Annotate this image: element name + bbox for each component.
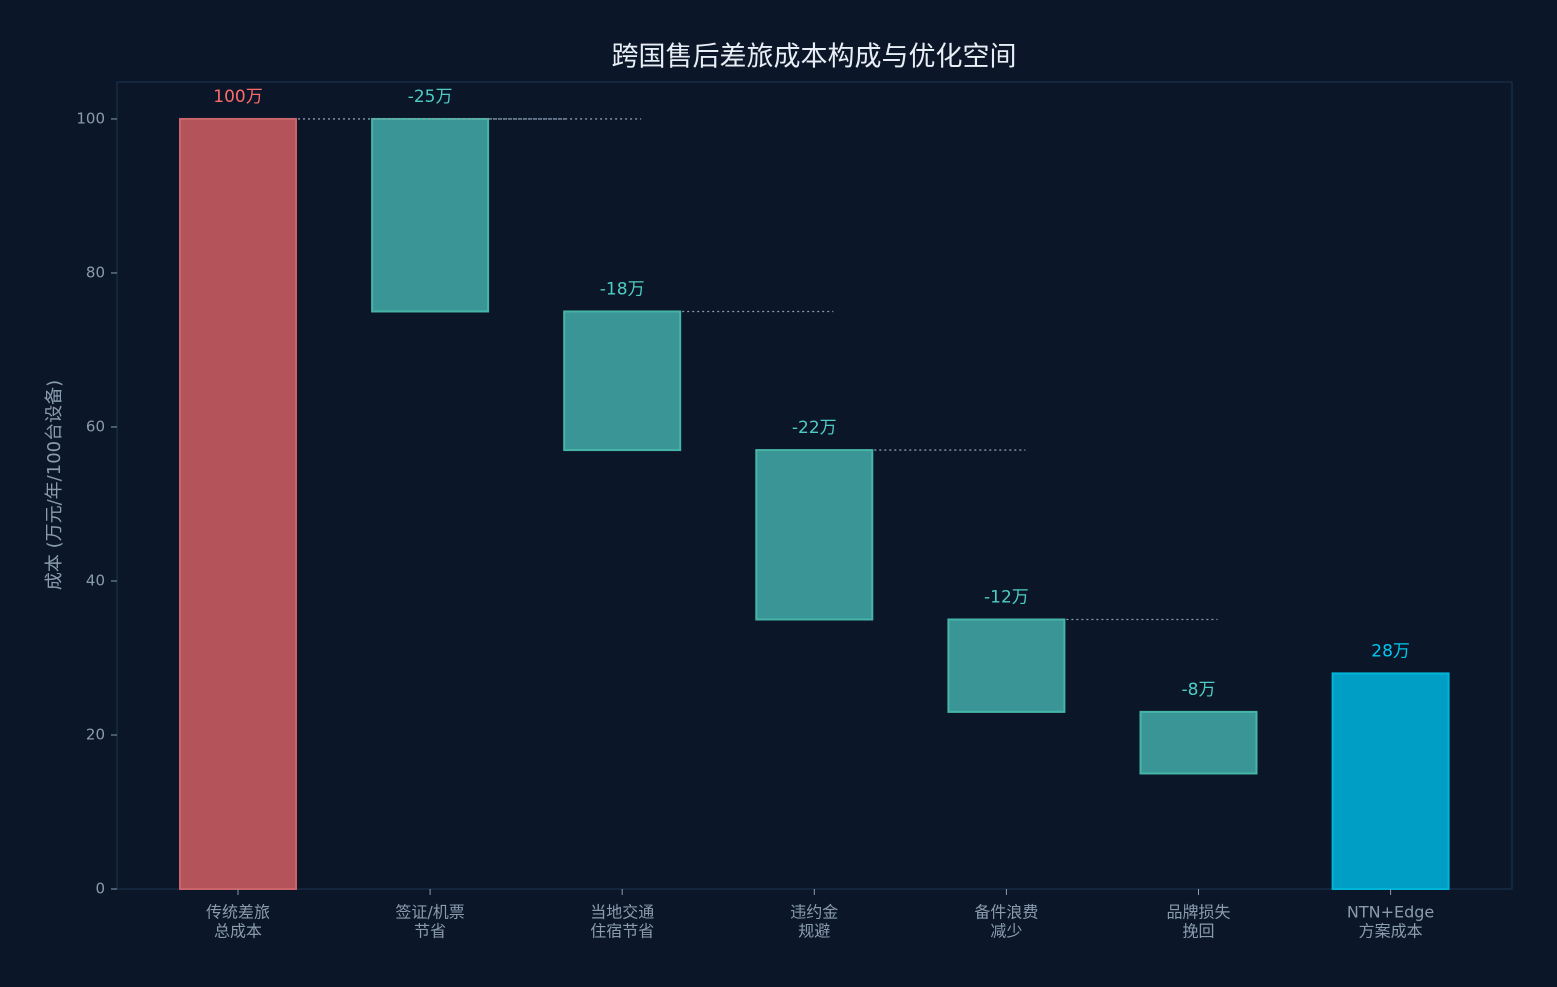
value-label: -18万 bbox=[600, 279, 645, 299]
x-tick-label: 方案成本 bbox=[1359, 922, 1423, 941]
x-tick-label: 违约金 bbox=[790, 903, 838, 922]
value-label: 28万 bbox=[1371, 641, 1410, 661]
x-tick-label: 挽回 bbox=[1182, 922, 1214, 941]
y-tick-label: 0 bbox=[95, 880, 105, 898]
bar bbox=[563, 310, 682, 452]
x-tick-label: 住宿节省 bbox=[590, 922, 654, 941]
y-tick-label: 40 bbox=[86, 571, 105, 589]
bar bbox=[1139, 710, 1258, 775]
y-tick-label: 100 bbox=[76, 109, 105, 127]
bar bbox=[755, 449, 874, 621]
y-tick-label: 60 bbox=[86, 417, 105, 435]
y-tick-label: 20 bbox=[86, 725, 105, 743]
x-tick-label: NTN+Edge bbox=[1347, 903, 1434, 922]
x-tick-label: 节省 bbox=[414, 922, 446, 941]
chart-title: 跨国售后差旅成本构成与优化空间 bbox=[612, 42, 1017, 73]
x-tick-label: 规避 bbox=[798, 922, 830, 941]
bar bbox=[1331, 672, 1450, 891]
bar bbox=[371, 117, 490, 313]
value-label: -12万 bbox=[984, 587, 1029, 607]
value-label: 100万 bbox=[213, 87, 262, 107]
value-label: -22万 bbox=[792, 418, 837, 438]
x-tick-label: 签证/机票 bbox=[395, 903, 464, 922]
x-tick-label: 品牌损失 bbox=[1166, 903, 1230, 922]
y-axis-label: 成本 (万元/年/100台设备) bbox=[44, 380, 65, 590]
bar bbox=[947, 618, 1066, 713]
value-label: -25万 bbox=[408, 87, 453, 107]
x-tick-label: 减少 bbox=[990, 922, 1022, 941]
x-tick-label: 当地交通 bbox=[590, 903, 654, 922]
x-tick-label: 备件浪费 bbox=[974, 903, 1038, 922]
x-tick-label: 总成本 bbox=[214, 922, 262, 941]
x-tick-label: 传统差旅 bbox=[206, 903, 270, 922]
bar bbox=[179, 117, 297, 890]
value-label: -8万 bbox=[1182, 680, 1216, 700]
y-tick-label: 80 bbox=[86, 263, 105, 281]
